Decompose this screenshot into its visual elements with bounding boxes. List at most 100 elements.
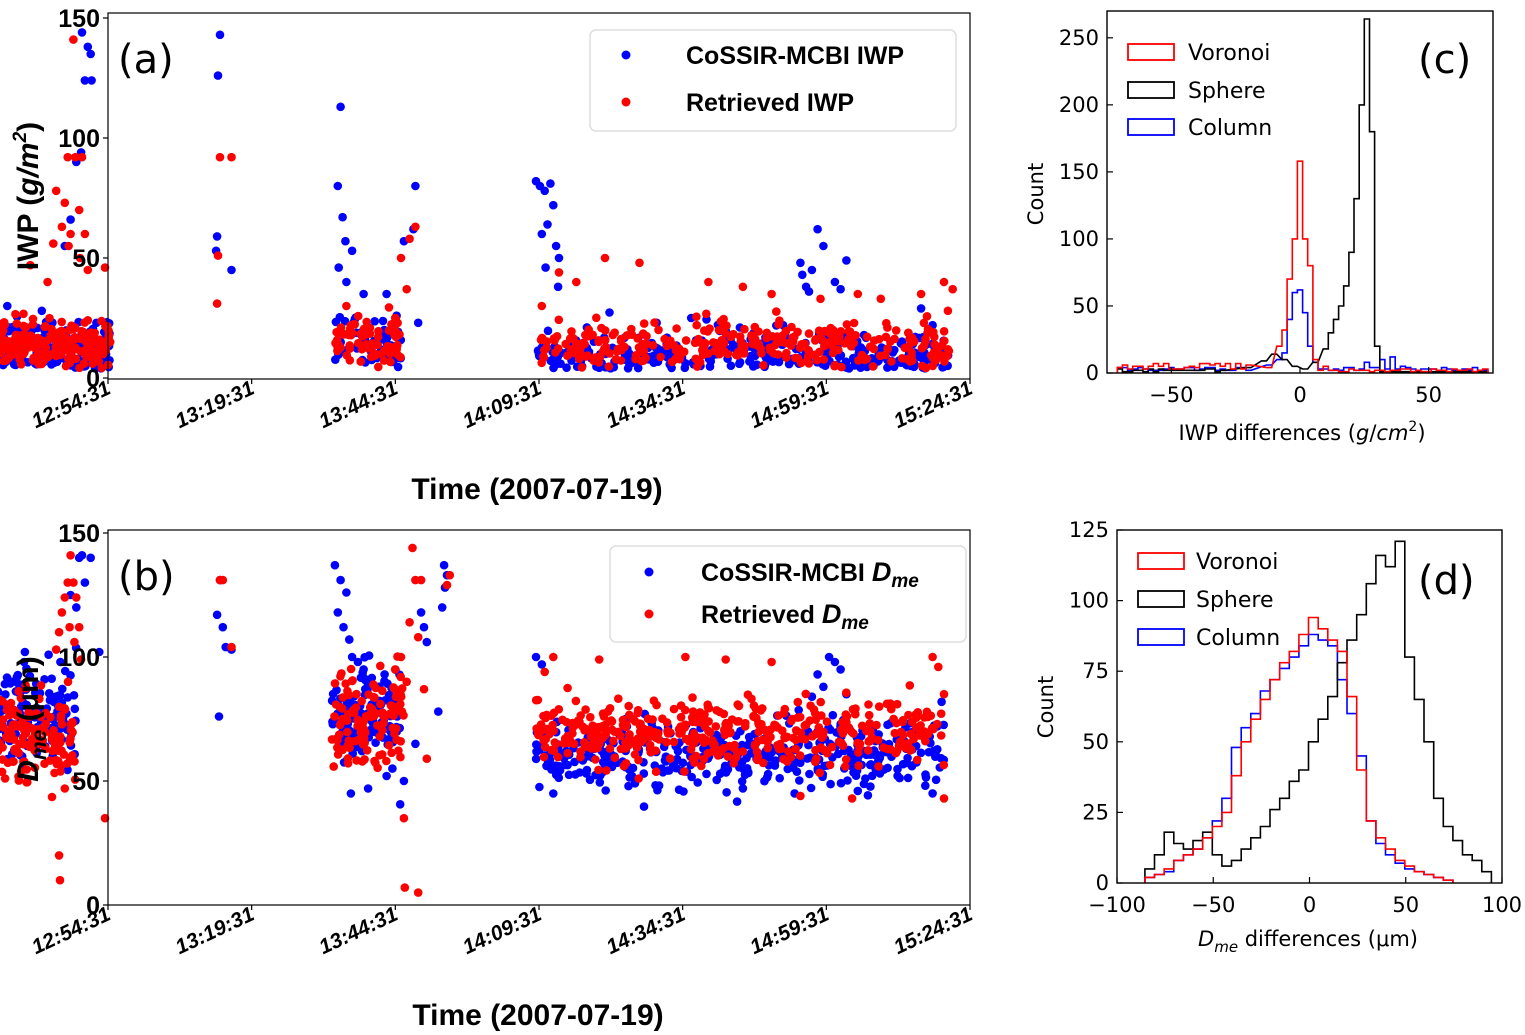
y-tick-label: 100 bbox=[1069, 589, 1109, 613]
red-point bbox=[336, 343, 345, 353]
panel-a-ylabel: IWP (g/m2) bbox=[10, 122, 45, 270]
red-point bbox=[34, 359, 44, 369]
legend-d-voronoi-label: Voronoi bbox=[1196, 550, 1278, 575]
red-point bbox=[796, 791, 805, 801]
red-point bbox=[868, 362, 878, 371]
red-point bbox=[588, 721, 597, 730]
blue-point bbox=[380, 676, 389, 686]
blue-point bbox=[861, 774, 870, 783]
blue-point bbox=[807, 265, 817, 275]
blue-point bbox=[382, 289, 391, 299]
red-point bbox=[16, 693, 26, 703]
red-point bbox=[751, 704, 761, 714]
red-point bbox=[57, 746, 66, 755]
blue-point bbox=[535, 782, 544, 792]
red-point bbox=[364, 690, 373, 699]
blue-point bbox=[80, 76, 90, 85]
red-point bbox=[22, 778, 31, 787]
red-point bbox=[806, 701, 815, 710]
red-point bbox=[656, 352, 665, 362]
blue-point bbox=[875, 753, 884, 763]
blue-point bbox=[336, 102, 345, 112]
red-point bbox=[95, 337, 105, 347]
x-tick-label: 0 bbox=[1303, 893, 1316, 917]
red-point bbox=[342, 301, 351, 311]
red-point bbox=[542, 337, 551, 346]
red-point bbox=[422, 754, 432, 763]
red-point bbox=[402, 284, 412, 294]
blue-point bbox=[863, 791, 873, 800]
red-point bbox=[804, 329, 814, 338]
red-point bbox=[70, 332, 79, 342]
x-tick-label: 12:54:31 bbox=[28, 903, 114, 959]
red-point bbox=[864, 710, 874, 720]
red-point bbox=[40, 759, 49, 768]
red-point bbox=[733, 347, 743, 357]
red-point bbox=[923, 328, 932, 338]
panel-d-legend: Voronoi Sphere Column bbox=[1137, 550, 1280, 651]
blue-point bbox=[715, 769, 725, 778]
red-point bbox=[672, 324, 681, 333]
red-point bbox=[754, 327, 763, 336]
y-tick-label: 0 bbox=[86, 892, 100, 920]
red-point bbox=[442, 580, 452, 590]
red-point bbox=[53, 756, 63, 766]
blue-point bbox=[334, 263, 344, 272]
panel-d-label: (d) bbox=[1418, 558, 1475, 604]
red-point bbox=[60, 784, 70, 793]
blue-point bbox=[783, 764, 792, 774]
red-point bbox=[747, 694, 756, 704]
blue-point bbox=[51, 692, 61, 701]
red-point bbox=[930, 332, 939, 342]
red-point bbox=[637, 737, 646, 747]
blue-point bbox=[903, 773, 913, 783]
red-point bbox=[720, 730, 730, 740]
blue-point bbox=[384, 690, 394, 700]
blue-point bbox=[763, 769, 773, 779]
red-point bbox=[549, 334, 559, 343]
red-point bbox=[0, 720, 3, 729]
red-point bbox=[30, 728, 40, 738]
red-point bbox=[396, 672, 406, 682]
red-point bbox=[348, 676, 357, 685]
red-point bbox=[609, 736, 618, 746]
blue-point bbox=[419, 622, 429, 632]
red-point bbox=[605, 744, 615, 753]
blue-point bbox=[824, 652, 834, 662]
red-point bbox=[344, 330, 353, 340]
red-point bbox=[57, 608, 67, 617]
red-point bbox=[75, 253, 85, 263]
red-point bbox=[342, 351, 352, 360]
red-point bbox=[688, 693, 697, 702]
red-point bbox=[40, 721, 50, 730]
blue-point bbox=[66, 215, 75, 224]
blue-point bbox=[56, 657, 65, 667]
blue-point bbox=[819, 241, 828, 251]
red-point bbox=[333, 743, 342, 752]
red-point bbox=[213, 251, 223, 260]
red-point bbox=[620, 342, 629, 352]
red-point bbox=[910, 337, 919, 346]
blue-point bbox=[411, 181, 420, 191]
red-point bbox=[18, 733, 28, 742]
red-point bbox=[874, 702, 884, 711]
red-point bbox=[732, 717, 742, 726]
x-tick-label: 0 bbox=[1293, 383, 1306, 407]
red-point bbox=[719, 709, 729, 719]
red-point bbox=[914, 730, 924, 740]
red-point bbox=[335, 720, 345, 730]
blue-point bbox=[916, 304, 926, 313]
red-point bbox=[384, 741, 394, 750]
red-point bbox=[788, 333, 797, 342]
y-tick-label: 0 bbox=[86, 365, 100, 393]
red-point bbox=[854, 761, 863, 770]
blue-point bbox=[628, 763, 638, 773]
blue-point bbox=[345, 635, 354, 644]
blue-point bbox=[371, 738, 380, 747]
blue-point bbox=[380, 670, 389, 679]
red-point bbox=[812, 754, 821, 763]
x-tick-label: 50 bbox=[1415, 383, 1442, 407]
red-point bbox=[32, 351, 42, 361]
red-point bbox=[26, 260, 35, 270]
blue-point bbox=[843, 776, 852, 785]
